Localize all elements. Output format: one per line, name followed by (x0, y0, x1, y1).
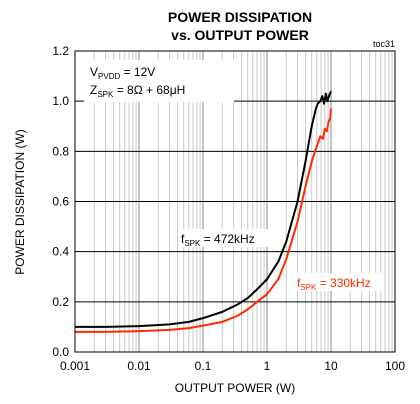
x-tick-label: 0.001 (60, 359, 90, 373)
x-tick-label: 0.1 (195, 359, 212, 373)
conditions-box: VPVDD = 12V ZSPK = 8Ω + 68μH (84, 60, 234, 102)
label-472-bg (178, 229, 268, 247)
x-tick-label: 100 (385, 359, 405, 373)
y-tick-label: 0.6 (52, 195, 69, 209)
series-label-472khz-text: fSPK = 472kHz (181, 232, 255, 248)
y-tick-label: 0.8 (52, 144, 69, 158)
tick-labels: 0.001 0.01 0.1 1 10 100 0.0 0.2 0.4 0.6 0.8 1.0 1.2 (52, 44, 405, 373)
plot-frame (74, 50, 396, 353)
y-axis-label: POWER DISSIPATION (W) (13, 129, 27, 275)
x-axis-label: OUTPUT POWER (W) (175, 381, 295, 395)
y-tick-label: 0.2 (52, 295, 69, 309)
series-line-330khz (75, 108, 332, 333)
series-line-472khz (75, 90, 332, 328)
chart-tag: toc31 (373, 39, 395, 49)
zspk-annotation: ZSPK = 8Ω + 68μH (90, 83, 185, 99)
x-tick-label: 1 (264, 359, 271, 373)
x-tick-label: 0.01 (127, 359, 151, 373)
y-tick-label: 1.2 (52, 44, 69, 58)
series-label-472khz: fSPK = 472kHz (178, 229, 268, 248)
x-tick-label: 10 (324, 359, 338, 373)
series-label-330khz-text: fSPK = 330kHz (297, 276, 371, 292)
y-tick-label: 1.0 (52, 94, 69, 108)
y-tick-label: 0.4 (52, 245, 69, 259)
y-tick-label: 0.0 (52, 345, 69, 359)
chart-title-line1: POWER DISSIPATION (168, 9, 312, 25)
series-label-330khz: fSPK = 330kHz (294, 273, 384, 292)
vpvdd-annotation: VPVDD = 12V (90, 65, 155, 81)
label-330-bg (294, 273, 384, 291)
chart-title-line2: vs. OUTPUT POWER (171, 27, 309, 43)
series-layer (75, 90, 332, 333)
conditions-background (84, 60, 234, 102)
